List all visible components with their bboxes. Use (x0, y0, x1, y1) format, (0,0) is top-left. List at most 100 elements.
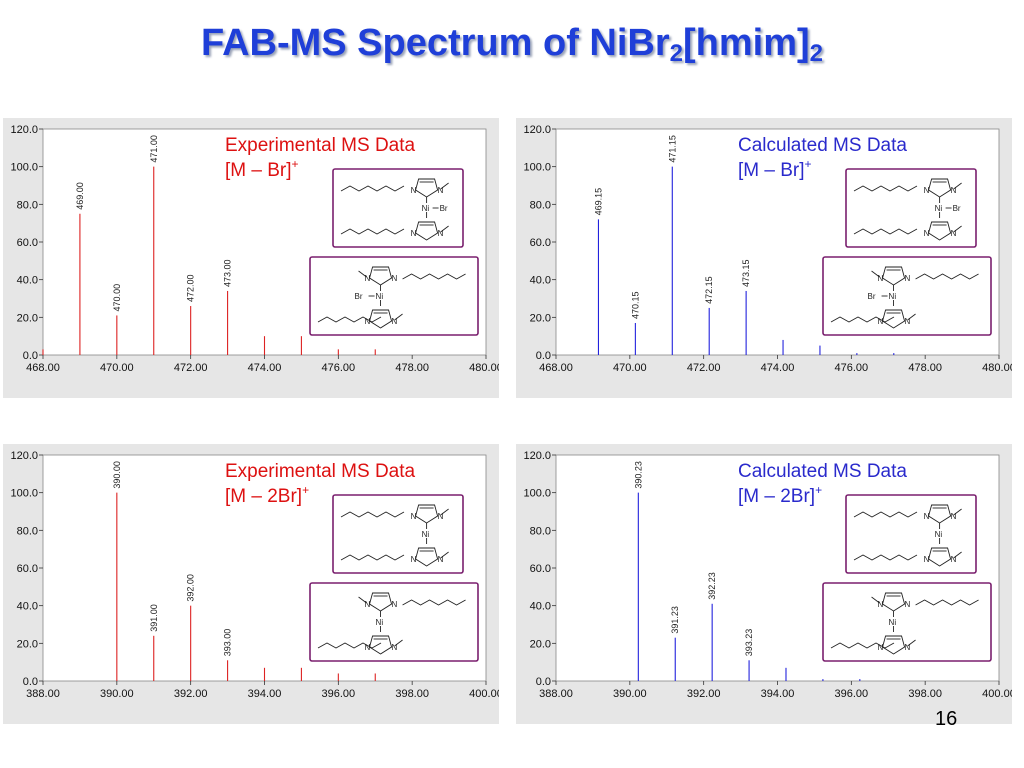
calculated-spectrum-panel-top: 0.0 20.0 40.0 60.0 80.0 100.0 120.0 468.00 470.0… (516, 118, 1012, 398)
nitrogen-label: N (951, 555, 957, 564)
imidazole-ring (928, 547, 952, 567)
imidazole-ring (882, 635, 906, 655)
peak-label: 392.00 (186, 574, 196, 602)
hexyl-chain (340, 511, 405, 518)
imidazole-ring (928, 178, 952, 198)
peak-label: 471.15 (667, 135, 677, 163)
caption-ion: [M – 2Br]+ (738, 483, 822, 507)
peak-label: 470.00 (112, 284, 122, 312)
methyl-bond (440, 508, 449, 516)
experimental-spectrum-panel-bottom: 0.0 20.0 40.0 60.0 80.0 100.0 120.0 388.00 390.0… (3, 444, 499, 724)
imidazole-ring (928, 221, 952, 241)
nitrogen-label: N (924, 512, 930, 521)
y-tick-label: 60.0 (17, 563, 38, 575)
x-tick-label: 480.00 (982, 362, 1012, 374)
bromine-label: Br (355, 292, 363, 301)
y-tick-label: 20.0 (17, 638, 38, 650)
y-tick-label: 60.0 (530, 563, 551, 575)
spectrum-svg: 0.0 20.0 40.0 60.0 80.0 100.0 120.0 468.00 470.0… (523, 124, 1012, 374)
nitrogen-label: N (951, 512, 957, 521)
x-tick-label: 390.00 (100, 688, 134, 700)
imidazole-ring (882, 592, 906, 612)
methyl-bond (907, 313, 916, 321)
caption-charge: + (815, 483, 822, 497)
nitrogen-label: N (905, 643, 911, 652)
imidazole-ring (415, 504, 439, 524)
y-tick-label: 40.0 (17, 601, 38, 613)
imidazole-ring (882, 309, 906, 329)
y-tick-label: 100.0 (523, 162, 551, 174)
methyl-bond (953, 225, 962, 233)
peak-label: 470.15 (630, 291, 640, 319)
hexyl-chain (317, 642, 382, 649)
y-tick-label: 100.0 (10, 488, 38, 500)
nitrogen-label: N (365, 274, 371, 283)
peak-label: 393.23 (744, 629, 754, 657)
carbene-structure: N N N N Ni (340, 504, 449, 567)
nitrogen-label: N (392, 317, 398, 326)
spectrum-svg: 0.0 20.0 40.0 60.0 80.0 100.0 120.0 388.00 390.0… (523, 450, 1012, 700)
hexyl-chain (340, 228, 405, 235)
x-tick-label: 474.00 (761, 362, 795, 374)
y-tick-label: 100.0 (523, 488, 551, 500)
x-tick-label: 400.00 (469, 688, 499, 700)
nitrogen-label: N (878, 600, 884, 609)
nitrogen-label: N (924, 229, 930, 238)
x-tick-label: 396.00 (322, 688, 356, 700)
nitrogen-label: N (438, 186, 444, 195)
peak-label: 391.23 (670, 606, 680, 634)
x-tick-label: 392.00 (687, 688, 721, 700)
nitrogen-label: N (438, 555, 444, 564)
nickel-label: Ni (376, 618, 384, 627)
x-tick-label: 478.00 (395, 362, 429, 374)
experimental-spectrum-panel-top: 0.0 20.0 40.0 60.0 80.0 100.0 120.0 468.00 470.0… (3, 118, 499, 398)
caption-ion: [M – Br]+ (738, 157, 812, 181)
caption-title: Experimental MS Data (225, 135, 416, 156)
x-tick-label: 480.00 (469, 362, 499, 374)
carbene-structure: N N N N Ni Br (830, 266, 979, 329)
hexyl-chain (402, 273, 466, 280)
bromine-label: Br (953, 204, 961, 213)
structure-box (845, 494, 977, 574)
nickel-label: Ni (889, 618, 897, 627)
y-tick-label: 40.0 (530, 275, 551, 287)
nickel-label: Ni (376, 292, 384, 301)
y-tick-label: 80.0 (530, 525, 551, 537)
methyl-bond (394, 639, 403, 647)
nickel-label: Ni (935, 204, 943, 213)
peak-label: 391.00 (149, 604, 159, 632)
methyl-bond (907, 639, 916, 647)
nitrogen-label: N (878, 643, 884, 652)
caption-ion: [M – 2Br]+ (225, 483, 309, 507)
x-tick-label: 398.00 (908, 688, 942, 700)
hexyl-chain (853, 511, 918, 518)
peak-label: 393.00 (223, 629, 233, 657)
imidazole-ring (882, 266, 906, 286)
peak-label: 473.00 (223, 259, 233, 287)
methyl-bond (440, 225, 449, 233)
imidazole-ring (369, 635, 393, 655)
peak-label: 472.00 (186, 275, 196, 303)
x-tick-label: 394.00 (761, 688, 795, 700)
methyl-bond (440, 551, 449, 559)
hexyl-chain (915, 599, 979, 606)
methyl-bond (953, 182, 962, 190)
y-tick-label: 0.0 (23, 676, 38, 688)
structure-box (822, 256, 992, 336)
hexyl-chain (853, 228, 918, 235)
nitrogen-label: N (411, 512, 417, 521)
peak-label: 473.15 (741, 259, 751, 287)
nitrogen-label: N (411, 229, 417, 238)
bromine-label: Br (440, 204, 448, 213)
peak-label: 469.00 (75, 182, 85, 210)
hexyl-chain (340, 185, 405, 192)
x-tick-label: 468.00 (539, 362, 573, 374)
x-tick-label: 478.00 (908, 362, 942, 374)
x-tick-label: 396.00 (835, 688, 869, 700)
hexyl-chain (340, 554, 405, 561)
peak-label: 472.15 (704, 276, 714, 304)
structure-box (332, 494, 464, 574)
y-tick-label: 60.0 (530, 237, 551, 249)
structure-box (845, 168, 977, 248)
nitrogen-label: N (411, 555, 417, 564)
